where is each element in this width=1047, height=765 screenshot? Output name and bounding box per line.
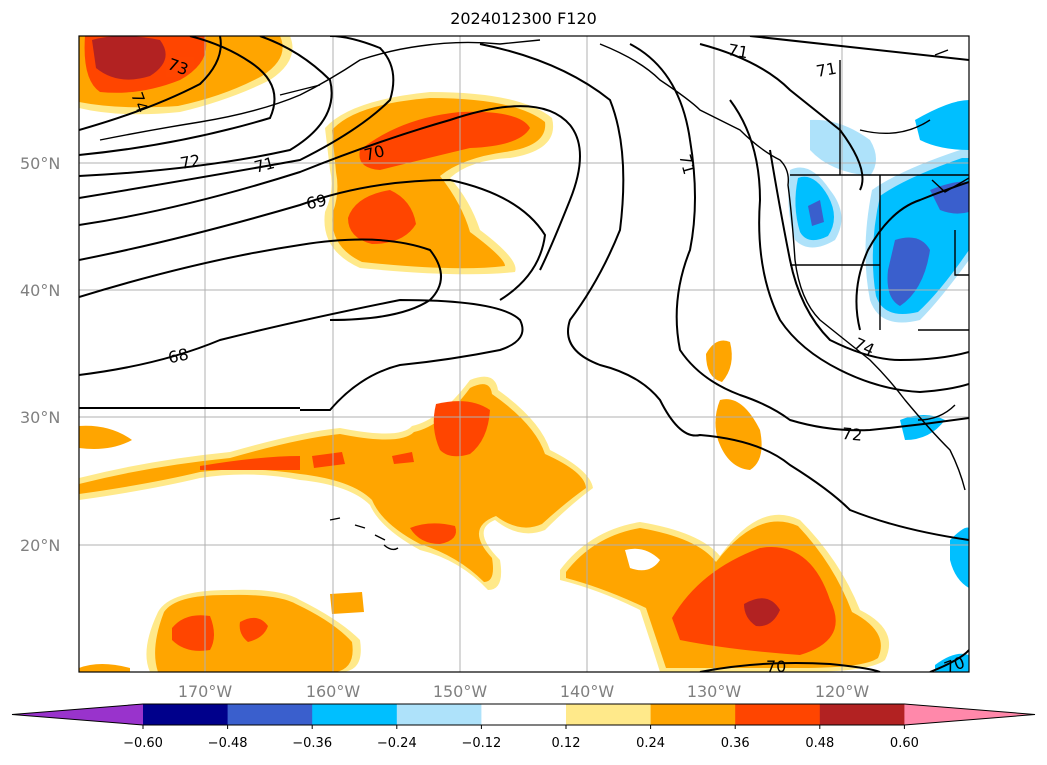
contour-label: 69 [304, 190, 328, 213]
colorbar-tick-label: −0.60 [123, 736, 163, 751]
colorbar-segment [819, 704, 905, 725]
colorbar-tick-label: 0.24 [636, 736, 665, 751]
lon-tick-label: 140°W [560, 682, 615, 701]
map-title: 2024012300 F120 [450, 9, 597, 28]
height-contours [79, 36, 969, 672]
lat-tick-label: 20°N [20, 536, 60, 555]
contour-label: 72 [841, 424, 863, 445]
contour-label: 71 [726, 40, 749, 62]
coastlines [99, 39, 969, 551]
contour-label: 72 [179, 151, 202, 173]
colorbar-tick-label: −0.24 [377, 736, 417, 751]
colorbar-tick-label: −0.36 [292, 736, 332, 751]
contour-label: 71 [815, 59, 838, 81]
map-frame [78, 35, 970, 673]
colorbar-extend-low [12, 704, 143, 725]
colorbar-tick-label: −0.12 [461, 736, 501, 751]
positive-anomaly-field [79, 36, 890, 672]
colorbar-tick-label: 0.36 [721, 736, 750, 751]
lat-tick-label: 30°N [20, 408, 60, 427]
longitude-labels: 170°W 160°W 150°W 140°W 130°W 120°W [178, 682, 870, 701]
lat-tick-label: 40°N [20, 281, 60, 300]
contour-label: 70 [362, 141, 387, 165]
colorbar-segment [396, 704, 482, 725]
lon-tick-label: 150°W [433, 682, 488, 701]
colorbar-segment [312, 704, 398, 725]
latitude-labels: 20°N 30°N 40°N 50°N [20, 154, 60, 555]
lon-tick-label: 120°W [815, 682, 870, 701]
lon-tick-label: 160°W [306, 682, 361, 701]
colorbar-tick-label: −0.48 [208, 736, 248, 751]
colorbar-extend-high [904, 704, 1035, 725]
contour-label: 70 [942, 653, 968, 678]
colorbar-tick-label: 0.60 [890, 736, 919, 751]
colorbar-tick-label: 0.48 [805, 736, 834, 751]
negative-anomaly-field [788, 100, 969, 672]
contour-label: 71 [675, 152, 699, 177]
lon-tick-label: 170°W [178, 682, 233, 701]
lon-tick-label: 130°W [687, 682, 742, 701]
colorbar-segment [143, 704, 229, 725]
colorbar-segment [650, 704, 736, 725]
contour-label: 70 [766, 657, 786, 676]
contour-label: 71 [252, 153, 277, 177]
colorbar-segment [566, 704, 652, 725]
contour-label: 68 [166, 344, 190, 367]
colorbar-segment [481, 704, 567, 725]
colorbar-segment [227, 704, 313, 725]
lat-tick-label: 50°N [20, 154, 60, 173]
colorbar: −0.60 −0.48 −0.36 −0.24 −0.12 0.12 0.24 0.36 0.4… [11, 703, 1036, 751]
map-panel: 73 74 72 71 70 69 68 71 71 71 74 72 70 7… [79, 36, 969, 678]
colorbar-tick-label: 0.12 [552, 736, 581, 751]
colorbar-segment [735, 704, 821, 725]
